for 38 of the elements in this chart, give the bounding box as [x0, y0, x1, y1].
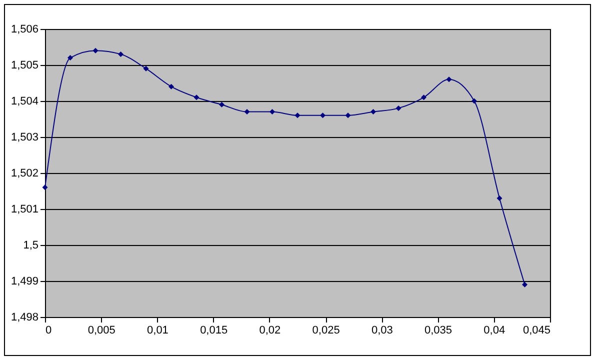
- point: [244, 109, 250, 115]
- y-tick-label: 1,506: [10, 24, 38, 36]
- point: [396, 105, 402, 111]
- point: [42, 184, 48, 190]
- point: [320, 112, 326, 118]
- point: [118, 51, 124, 57]
- y-tick-label: 1,5: [23, 240, 38, 252]
- x-tick-label: 0: [46, 324, 52, 336]
- point: [345, 112, 351, 118]
- x-tick-label: 0,02: [259, 324, 281, 336]
- point: [446, 76, 452, 82]
- y-tick-label: 1,502: [10, 168, 38, 180]
- x-tick-label: 0,005: [88, 324, 116, 336]
- y-tick-label: 1,501: [10, 204, 38, 216]
- y-tick-label: 1,503: [10, 132, 38, 144]
- point: [496, 195, 502, 201]
- y-tick-label: 1,498: [10, 312, 38, 324]
- point: [421, 94, 426, 100]
- point: [294, 112, 300, 118]
- point: [68, 55, 73, 61]
- point: [143, 66, 149, 72]
- point: [522, 282, 528, 288]
- point: [219, 102, 224, 108]
- x-tick-label: 0,015: [200, 324, 228, 336]
- x-tick-label: 0,025: [312, 324, 340, 336]
- x-tick-label: 0,035: [424, 324, 452, 336]
- x-tick-label: 0,01: [147, 324, 168, 336]
- x-tick-label: 0,045: [522, 324, 550, 336]
- point: [92, 48, 98, 54]
- y-tick-label: 1,505: [10, 60, 38, 72]
- y-tick-label: 1,499: [10, 276, 38, 288]
- x-tick-label: 0,04: [484, 324, 506, 336]
- y-tick-label: 1,504: [10, 96, 38, 108]
- x-tick-label: 0,03: [371, 324, 393, 336]
- point: [370, 109, 376, 115]
- point: [168, 84, 174, 90]
- point: [194, 94, 200, 100]
- point: [270, 109, 275, 115]
